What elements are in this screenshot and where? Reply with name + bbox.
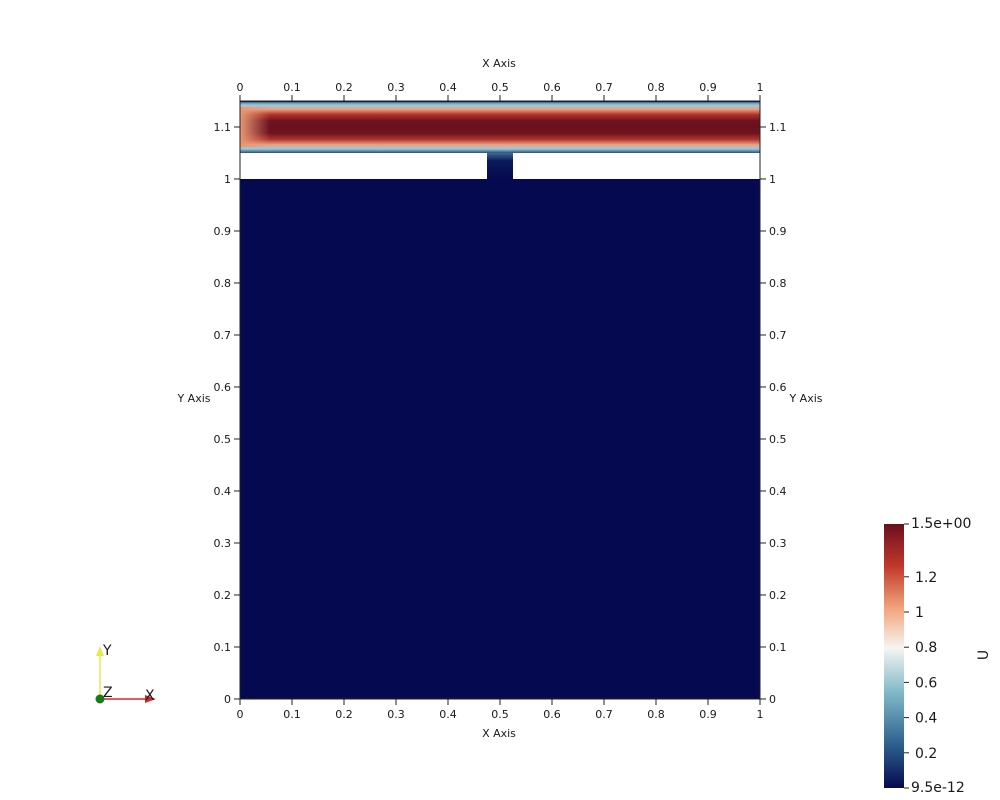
y-tick-label-right: 1 xyxy=(769,173,776,186)
x-tick-label-top: 0.5 xyxy=(491,81,509,94)
region-slot xyxy=(487,153,513,179)
y-tick-label-right: 0.4 xyxy=(769,485,787,498)
x-tick-label-bottom: 0.4 xyxy=(439,708,457,721)
x-tick-label-top: 0.4 xyxy=(439,81,457,94)
x-tick-label-top: 1 xyxy=(757,81,764,94)
axes-grid: 000.10.10.20.20.30.30.40.40.50.50.60.60.… xyxy=(214,81,787,721)
y-tick-label-left: 0.6 xyxy=(214,381,232,394)
x-tick-label-top: 0.9 xyxy=(699,81,717,94)
x-tick-label-top: 0.1 xyxy=(283,81,301,94)
y-axis-title-left: Y Axis xyxy=(176,392,210,405)
y-tick-label-right: 0.5 xyxy=(769,433,787,446)
y-tick-label-right: 1.1 xyxy=(769,121,787,134)
region-lower-cavity xyxy=(240,179,760,699)
y-tick-label-left: 1 xyxy=(224,173,231,186)
x-tick-label-bottom: 0.7 xyxy=(595,708,613,721)
x-axis-title-bottom: X Axis xyxy=(482,727,516,740)
orientation-y-label: Y xyxy=(102,643,112,659)
orientation-axes[interactable]: Y X Z xyxy=(95,643,157,704)
y-tick-label-right: 0.8 xyxy=(769,277,787,290)
y-tick-label-left: 0.5 xyxy=(214,433,232,446)
y-tick-label-right: 0 xyxy=(769,693,776,706)
x-tick-label-bottom: 0 xyxy=(237,708,244,721)
y-tick-label-right: 0.1 xyxy=(769,641,787,654)
x-tick-label-bottom: 0.3 xyxy=(387,708,405,721)
color-bar: 0.2 0.4 0.6 0.8 1 1.2 1.5e+00 9.5e-12 U xyxy=(884,516,992,796)
y-tick-label-left: 0.9 xyxy=(214,225,232,238)
x-tick-label-top: 0.8 xyxy=(647,81,665,94)
field-plot xyxy=(240,100,760,699)
x-tick-label-top: 0 xyxy=(237,81,244,94)
region-upper-channel xyxy=(240,101,760,153)
color-bar-tick-label: 0.2 xyxy=(915,746,937,762)
y-tick-label-left: 0.2 xyxy=(214,589,232,602)
color-bar-tick-label: 1 xyxy=(915,605,924,621)
color-bar-tick-label: 0.6 xyxy=(915,675,937,691)
y-tick-label-right: 0.3 xyxy=(769,537,787,550)
y-tick-label-left: 0.7 xyxy=(214,329,232,342)
orientation-x-label: X xyxy=(145,688,155,704)
x-tick-label-bottom: 0.2 xyxy=(335,708,353,721)
color-bar-gradient xyxy=(884,524,904,788)
color-bar-min-label: 9.5e-12 xyxy=(911,780,965,796)
x-tick-label-top: 0.7 xyxy=(595,81,613,94)
color-bar-tick-label: 0.4 xyxy=(915,711,937,727)
y-tick-label-left: 0 xyxy=(224,693,231,706)
color-bar-ticks: 0.2 0.4 0.6 0.8 1 1.2 xyxy=(904,523,937,789)
x-tick-label-bottom: 0.8 xyxy=(647,708,665,721)
color-bar-tick-label: 0.8 xyxy=(915,640,937,656)
y-axis-title-right: Y Axis xyxy=(788,392,822,405)
y-tick-label-left: 0.4 xyxy=(214,485,232,498)
y-tick-label-right: 0.6 xyxy=(769,381,787,394)
x-tick-label-bottom: 0.1 xyxy=(283,708,301,721)
inlet-profile xyxy=(240,107,270,147)
orientation-y-arrowhead xyxy=(96,646,104,656)
x-tick-label-bottom: 1 xyxy=(757,708,764,721)
x-tick-label-top: 0.2 xyxy=(335,81,353,94)
y-tick-label-right: 0.7 xyxy=(769,329,787,342)
color-bar-tick-label: 1.2 xyxy=(915,570,937,586)
y-tick-label-right: 0.2 xyxy=(769,589,787,602)
orientation-z-axis-dot xyxy=(95,694,105,704)
y-tick-label-left: 0.8 xyxy=(214,277,232,290)
orientation-z-label: Z xyxy=(103,685,113,701)
orientation-x-arrowhead xyxy=(145,695,156,703)
x-tick-label-bottom: 0.6 xyxy=(543,708,561,721)
color-bar-title: U xyxy=(976,650,992,660)
x-axis-title-top: X Axis xyxy=(482,57,516,70)
x-tick-label-bottom: 0.5 xyxy=(491,708,509,721)
x-tick-label-bottom: 0.9 xyxy=(699,708,717,721)
x-tick-label-top: 0.3 xyxy=(387,81,405,94)
y-tick-label-right: 0.9 xyxy=(769,225,787,238)
x-tick-label-top: 0.6 xyxy=(543,81,561,94)
y-tick-label-left: 0.3 xyxy=(214,537,232,550)
color-bar-max-label: 1.5e+00 xyxy=(911,516,971,532)
y-tick-label-left: 0.1 xyxy=(214,641,232,654)
y-tick-label-left: 1.1 xyxy=(214,121,232,134)
